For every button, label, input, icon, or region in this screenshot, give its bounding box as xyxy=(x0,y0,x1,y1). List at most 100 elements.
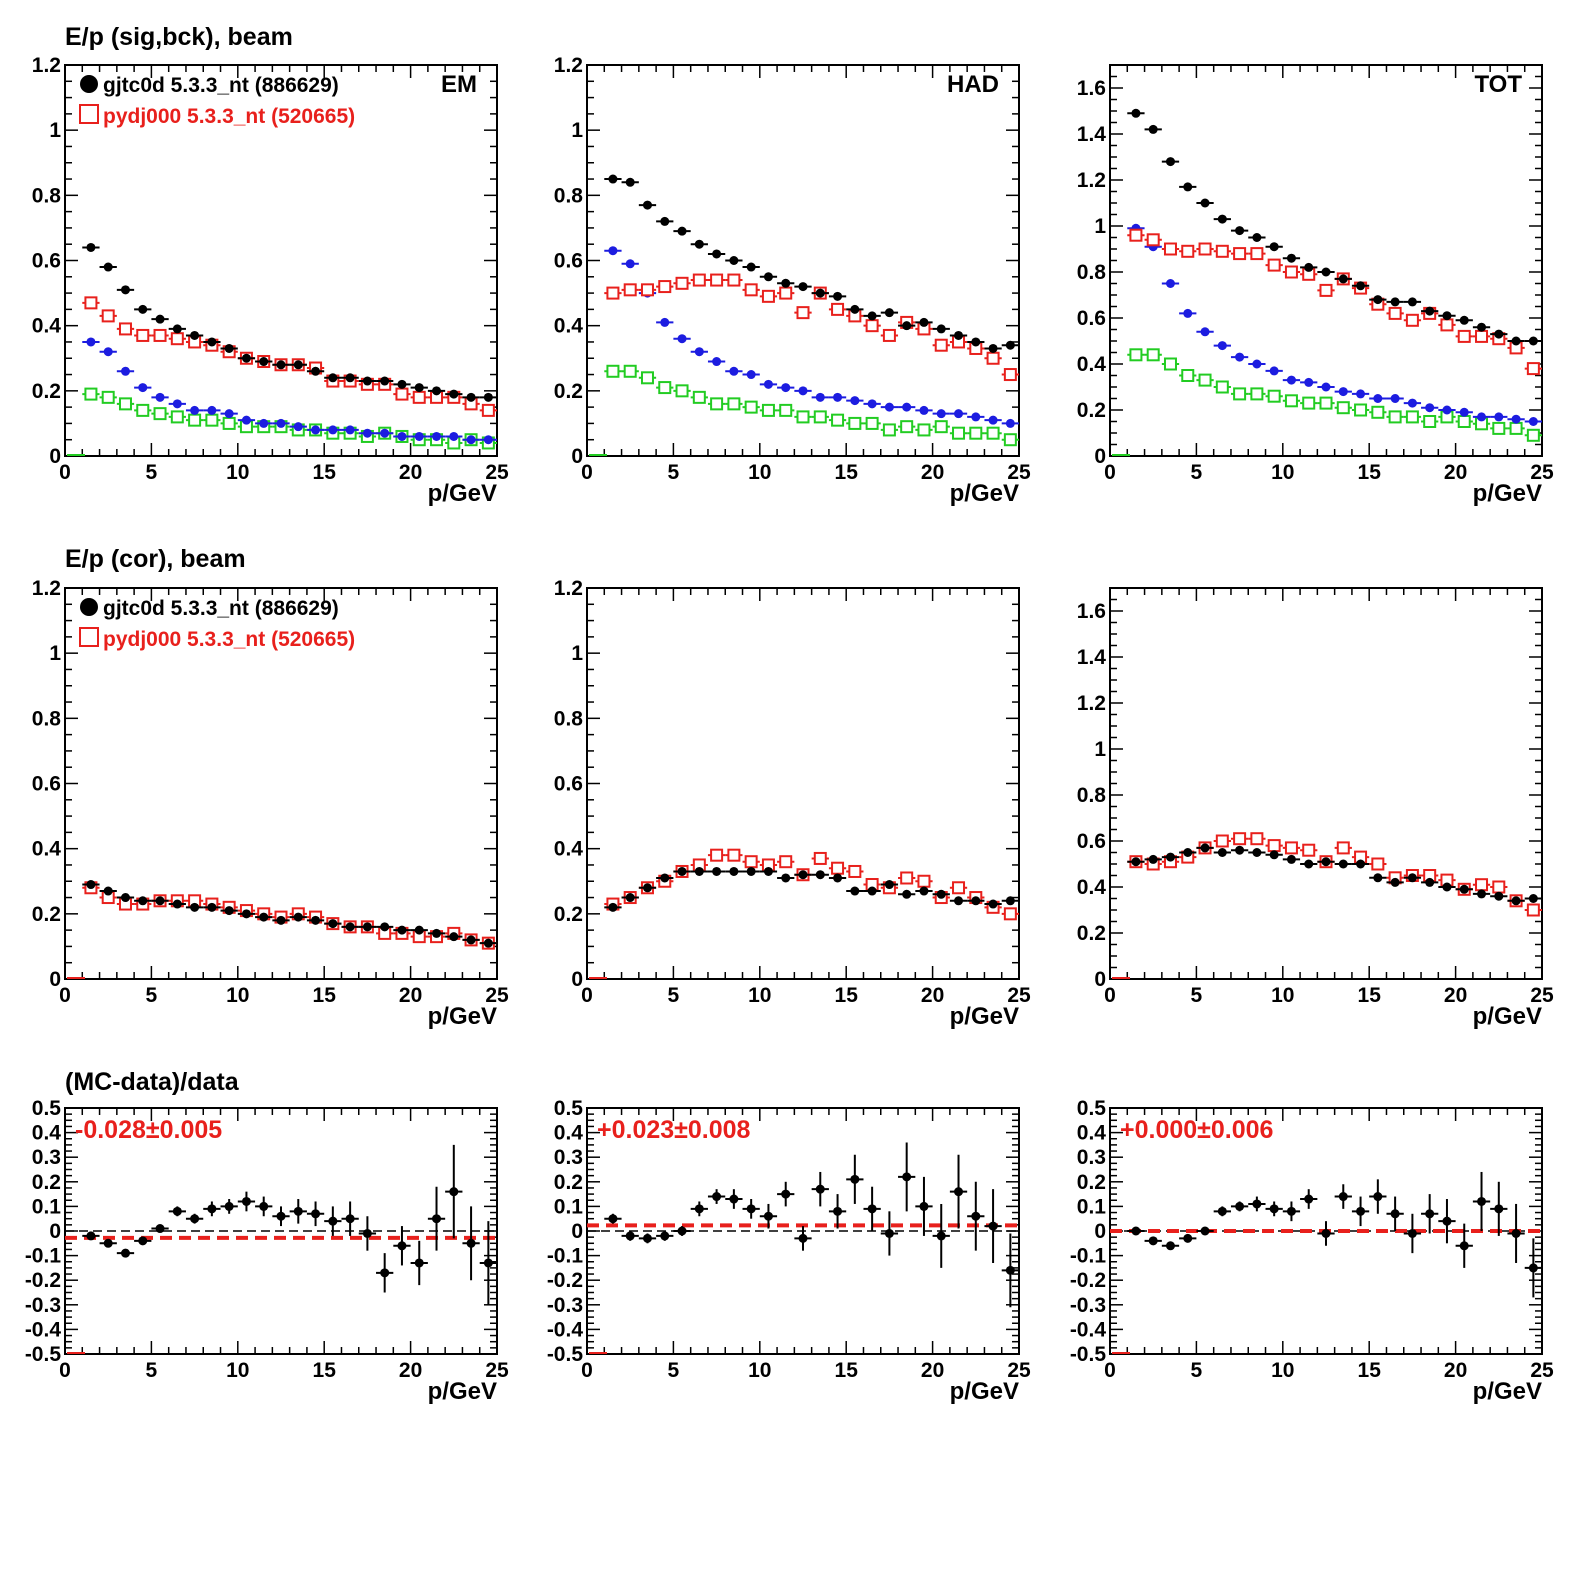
point-marker xyxy=(483,938,493,948)
data-point xyxy=(168,410,186,424)
data-point xyxy=(306,366,325,376)
data-point xyxy=(1351,859,1370,869)
data-point xyxy=(376,922,394,932)
data-point xyxy=(1001,433,1019,447)
panel-tot-corrected: 0 5 10 15 20 25p/GeV 0 0.2 0.4 0.6 0.8 1 1.2 1.4 1.6 xyxy=(1077,587,1554,1030)
point-marker xyxy=(138,896,148,906)
point-marker xyxy=(1181,244,1195,258)
x-tick-label: 25 xyxy=(1007,461,1031,484)
point-marker xyxy=(1235,1201,1245,1211)
point-marker xyxy=(1509,421,1523,435)
data-point xyxy=(1472,889,1491,899)
point-marker xyxy=(120,366,130,376)
point-marker xyxy=(729,256,739,265)
point-marker xyxy=(952,881,966,895)
point-marker xyxy=(466,435,476,445)
data-point xyxy=(1490,880,1508,894)
y-tick-label: 0.2 xyxy=(1077,399,1106,422)
x-tick-label: 15 xyxy=(835,984,859,1007)
point-marker xyxy=(432,386,442,396)
data-point xyxy=(1248,1196,1266,1212)
point-marker xyxy=(1284,394,1298,408)
point-marker xyxy=(934,338,948,352)
point-marker xyxy=(1407,873,1417,883)
point-marker xyxy=(954,330,964,340)
legend-label-data: gjtc0d 5.3.3_nt (886629) xyxy=(103,597,339,620)
point-marker xyxy=(120,893,130,903)
x-tick-label: 10 xyxy=(226,1359,249,1382)
data-point xyxy=(863,886,881,896)
y-tick-label: 0.2 xyxy=(554,380,583,403)
row-title-sigbck: E/p (sig,bck), beam xyxy=(65,23,293,51)
point-marker xyxy=(1005,340,1015,350)
point-marker xyxy=(259,1201,269,1211)
x-axis-label: p/GeV xyxy=(428,480,497,507)
legend-marker-data-icon xyxy=(80,598,98,616)
point-marker xyxy=(1356,1206,1366,1216)
data-point xyxy=(1455,315,1473,325)
data-point xyxy=(794,1226,812,1251)
data-point xyxy=(967,1181,985,1251)
data-point xyxy=(621,364,639,378)
point-marker xyxy=(1217,848,1227,857)
data-point xyxy=(949,896,968,906)
point-marker xyxy=(328,425,338,435)
point-marker xyxy=(259,912,269,922)
x-tick-label: 20 xyxy=(399,461,422,484)
y-tick-label: 0 xyxy=(571,445,583,468)
point-marker xyxy=(882,328,896,342)
point-marker xyxy=(1267,389,1281,403)
x-axis-label: p/GeV xyxy=(1473,480,1542,507)
data-point xyxy=(1472,329,1491,343)
y-tick-label: 0.4 xyxy=(32,838,62,861)
point-marker xyxy=(781,1189,791,1199)
point-marker xyxy=(345,425,355,435)
point-marker xyxy=(1390,877,1400,887)
point-marker xyxy=(362,922,372,932)
data-point xyxy=(1282,1201,1301,1222)
data-point xyxy=(1196,327,1214,337)
x-tick-label: 5 xyxy=(1191,461,1203,484)
point-marker xyxy=(798,870,808,880)
data-point xyxy=(393,431,411,441)
point-marker xyxy=(1003,907,1017,921)
data-point xyxy=(707,1189,726,1204)
data-point xyxy=(1001,896,1019,906)
data-point xyxy=(863,416,881,430)
data-point xyxy=(1317,857,1335,867)
data-point xyxy=(759,272,778,282)
point-marker xyxy=(118,397,132,411)
point-marker xyxy=(865,319,879,333)
y-tick-label: 0 xyxy=(49,1220,61,1243)
data-point xyxy=(742,866,760,876)
point-marker xyxy=(84,387,98,401)
point-marker xyxy=(241,415,251,425)
data-point xyxy=(725,1189,743,1209)
data-point xyxy=(185,413,204,427)
y-tick-label: 0.2 xyxy=(554,1171,583,1194)
data-point xyxy=(1507,336,1525,346)
point-marker xyxy=(103,262,113,272)
point-marker xyxy=(746,262,756,272)
point-marker xyxy=(936,889,946,899)
point-marker xyxy=(815,288,825,298)
x-tick-label: 5 xyxy=(1191,984,1203,1007)
point-marker xyxy=(919,405,929,415)
point-marker xyxy=(1407,398,1417,408)
point-marker xyxy=(328,373,338,383)
point-marker xyxy=(988,343,998,353)
y-tick-label: -0.3 xyxy=(1070,1294,1106,1317)
data-point xyxy=(949,330,968,340)
data-point xyxy=(1386,306,1404,320)
x-axis-label: p/GeV xyxy=(1473,1378,1542,1405)
point-marker xyxy=(1442,882,1452,892)
point-marker xyxy=(710,397,724,411)
data-point xyxy=(777,873,795,883)
x-axis-label: p/GeV xyxy=(950,1378,1019,1405)
data-point xyxy=(828,873,847,883)
point-marker xyxy=(867,311,877,321)
data-point xyxy=(462,435,480,445)
data-point xyxy=(604,902,622,912)
y-tick-label: 1 xyxy=(571,119,583,142)
